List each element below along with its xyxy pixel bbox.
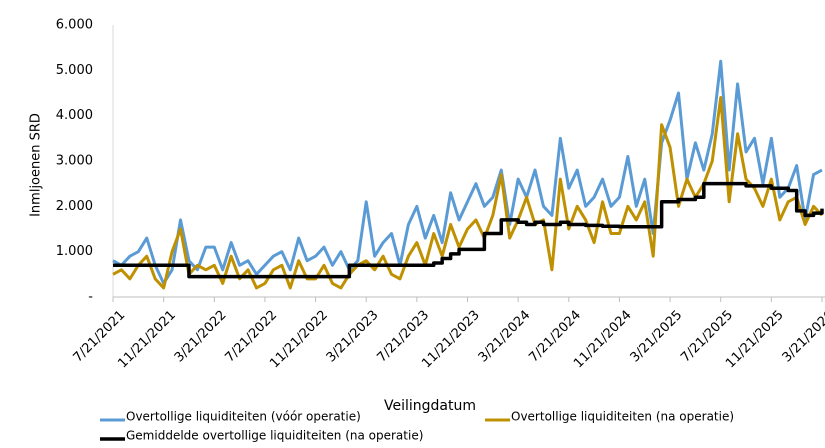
x-tick-label: 3/21/2022 xyxy=(172,308,230,366)
legend-label: Overtollige liquiditeiten (na operatie) xyxy=(511,410,734,424)
y-tick-label: 3.000 xyxy=(56,154,93,169)
legend-label: Gemiddelde overtollige liquiditeiten (na… xyxy=(126,429,423,443)
x-tick-label: 3/21/2026 xyxy=(780,308,825,366)
y-axis-label: Inmljoenen SRD xyxy=(29,113,44,217)
y-tick-label: - xyxy=(88,290,93,305)
y-tick-label: 4.000 xyxy=(56,108,93,123)
series-line xyxy=(112,59,823,285)
y-tick-label: 5.000 xyxy=(56,63,93,78)
x-tick-label: 3/21/2025 xyxy=(628,308,686,366)
y-tick-label: 6.000 xyxy=(56,18,93,33)
y-tick-label: 1.000 xyxy=(56,244,93,259)
y-tick-label: 2.000 xyxy=(56,199,93,214)
x-tick-label: 3/21/2023 xyxy=(324,308,382,366)
x-tick-label: 3/21/2024 xyxy=(476,308,534,366)
x-axis-label: Veilingdatum xyxy=(384,398,476,414)
series-line xyxy=(113,181,824,279)
legend-label: Overtollige liquiditeiten (vóór operatie… xyxy=(126,410,361,424)
